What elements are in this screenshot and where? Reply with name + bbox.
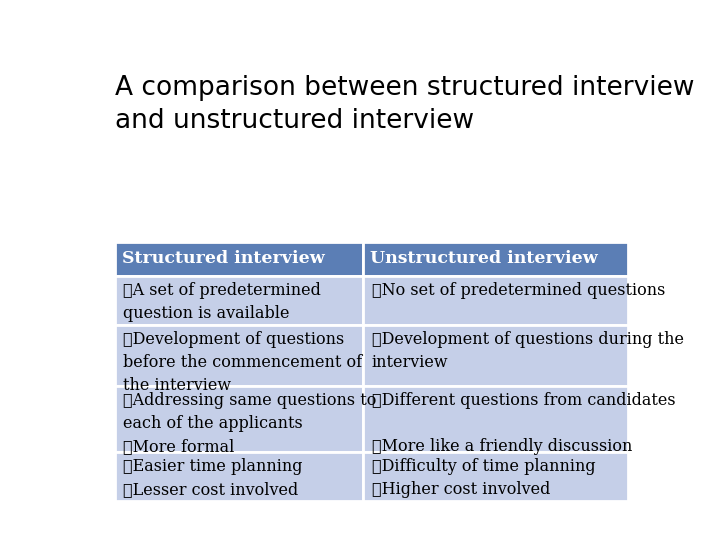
Bar [364, 241, 629, 275]
Text: ➤No set of predetermined questions: ➤No set of predetermined questions [372, 282, 665, 299]
Bar [115, 386, 364, 452]
Bar [115, 325, 364, 386]
Bar [364, 386, 629, 452]
Text: ➤Addressing same questions to
each of the applicants
➤More formal: ➤Addressing same questions to each of th… [124, 393, 377, 455]
Bar [364, 325, 629, 386]
Bar [364, 452, 629, 501]
Text: ➤Development of questions
before the commencement of
the interview: ➤Development of questions before the com… [124, 331, 363, 394]
Text: ➤Easier time planning
➤Lesser cost involved: ➤Easier time planning ➤Lesser cost invol… [124, 458, 303, 498]
Text: A comparison between structured interview
and unstructured interview: A comparison between structured intervie… [115, 75, 695, 134]
Text: ➤Different questions from candidates

➤More like a friendly discussion: ➤Different questions from candidates ➤Mo… [372, 393, 675, 455]
Bar [115, 275, 364, 325]
Bar [364, 275, 629, 325]
Text: ➤A set of predetermined
question is available: ➤A set of predetermined question is avai… [124, 282, 321, 322]
Text: ➤Difficulty of time planning
➤Higher cost involved: ➤Difficulty of time planning ➤Higher cos… [372, 458, 595, 498]
Text: Structured interview: Structured interview [122, 250, 325, 267]
Bar [115, 452, 364, 501]
Bar [115, 241, 364, 275]
Text: Unstructured interview: Unstructured interview [370, 250, 598, 267]
Text: ➤Development of questions during the
interview: ➤Development of questions during the int… [372, 331, 684, 371]
